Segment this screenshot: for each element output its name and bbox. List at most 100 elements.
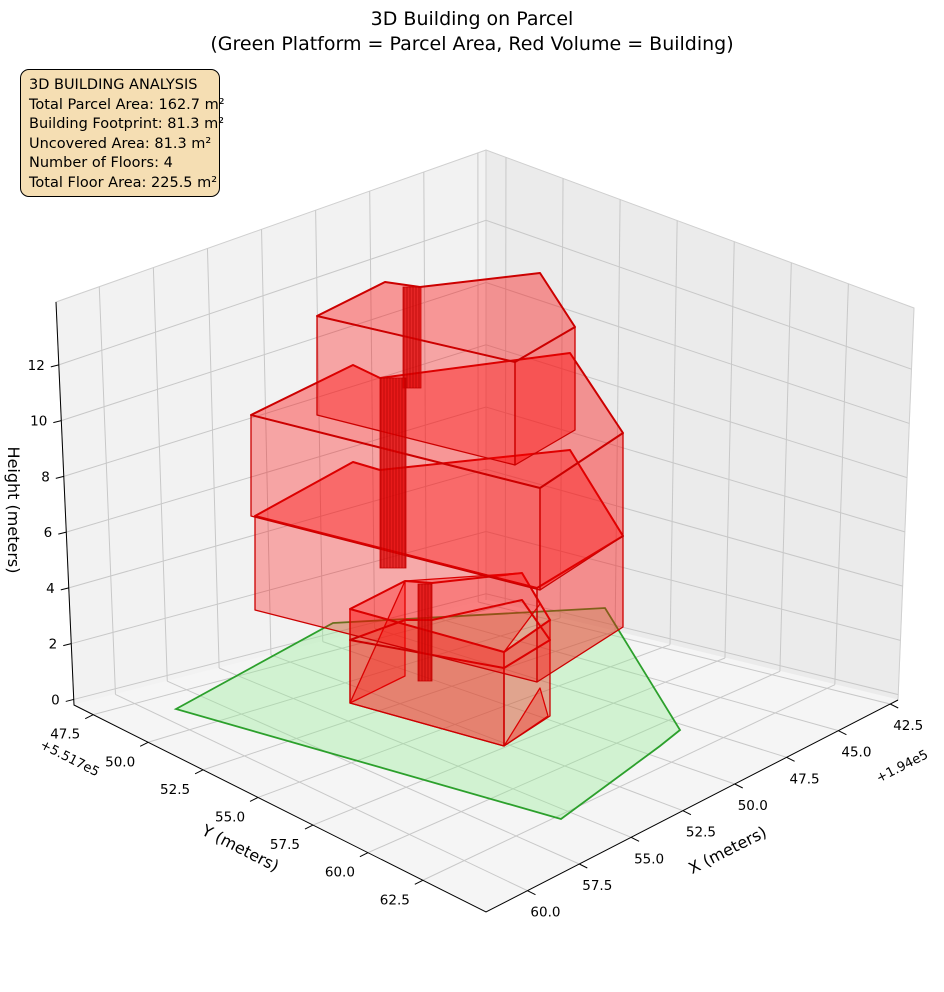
y-tick-mark [304, 824, 314, 830]
x-grid-vertical [206, 248, 220, 669]
x-grid-vertical [423, 171, 427, 616]
y-tick-label: 55.0 [215, 809, 245, 825]
x-grid-line [167, 680, 580, 865]
core-upper [402, 286, 422, 389]
y-tick-label: 62.5 [380, 892, 410, 908]
z-grid-line [61, 281, 910, 424]
z-tick-label: 4 [46, 581, 55, 597]
y-tick-mark [85, 714, 94, 720]
chart-title: 3D Building on Parcel [371, 8, 574, 30]
x-offset-label: +1.94e5 [874, 747, 931, 786]
z-grid-line [58, 219, 912, 370]
z-tick-label: 8 [41, 469, 50, 485]
z-tick-label: 10 [30, 414, 47, 430]
info-line-parcel-area: Total Parcel Area: 162.7 m² [29, 96, 225, 113]
y-grid-line [312, 657, 726, 826]
analysis-info-box: 3D BUILDING ANALYSIS Total Parcel Area: … [20, 69, 225, 197]
floor4-top-edge [316, 272, 576, 363]
y-grid-vertical [559, 178, 564, 619]
y-tick-mark [139, 741, 149, 747]
y-tick-label: 50.0 [105, 754, 135, 770]
floor1-bottom-edge [349, 599, 551, 669]
z-tick-mark [60, 587, 69, 591]
info-line-footprint: Building Footprint: 81.3 m² [29, 116, 225, 133]
x-grid-line [322, 641, 735, 785]
x-tick-mark [890, 703, 899, 709]
x-tick-mark [682, 810, 692, 816]
x-grid-line [374, 627, 787, 758]
y-grid-vertical [724, 241, 735, 659]
x-grid-line [478, 601, 891, 705]
y-offset-label: +5.517e5 [37, 738, 101, 781]
y-grid-line [367, 670, 781, 854]
info-heading: 3D BUILDING ANALYSIS [29, 77, 198, 93]
x-tick-label: 45.0 [841, 745, 871, 761]
y-grid-vertical [779, 262, 792, 672]
y-tick-mark [249, 797, 259, 802]
floor3-top-edge [250, 352, 624, 489]
y-tick-mark [359, 852, 369, 858]
axis-ticks: 0 2 4 6 8 10 12 42.5 45.0 47.5 50.0 52.5 55.0 57.5 60.… [28, 358, 924, 921]
y-grid-vertical [504, 157, 507, 605]
y-tick-label: 52.5 [160, 782, 190, 798]
z-axis-label: Height (meters) [4, 447, 23, 574]
x-grid-line [270, 654, 684, 812]
x-tick-label: 47.5 [790, 771, 820, 787]
x-grid-line [218, 667, 632, 838]
z-grid-line [73, 593, 899, 700]
z-tick-label: 12 [28, 358, 45, 374]
info-line-uncovered: Uncovered Area: 81.3 m² [29, 135, 212, 152]
z-tick-label: 2 [49, 637, 58, 653]
x-tick-label: 50.0 [738, 798, 768, 814]
z-tick-label: 6 [44, 525, 53, 541]
x-tick-label: 60.0 [530, 905, 560, 921]
x-tick-label: 55.0 [634, 851, 664, 867]
x-tick-label: 42.5 [893, 718, 923, 734]
building-volume [250, 272, 624, 747]
y-tick-mark [414, 879, 424, 885]
x-tick-label: 57.5 [582, 878, 612, 894]
x-grid-vertical [315, 210, 324, 642]
z-grid-line [63, 344, 908, 479]
y-grid-vertical [614, 199, 621, 632]
y-tick-label: 47.5 [50, 727, 80, 743]
x-grid-line [426, 614, 839, 732]
z-tick-mark [50, 364, 59, 368]
x-grid-line [115, 693, 528, 892]
x-tick-mark [527, 890, 536, 896]
x-tick-mark [734, 783, 743, 789]
z-tick-mark [63, 643, 72, 647]
y-grid-line [257, 644, 671, 798]
y-grid-line [202, 630, 616, 771]
parcel-platform [173, 607, 682, 820]
info-line-floors: Number of Floors: 4 [29, 155, 173, 172]
y-grid-vertical [669, 220, 678, 645]
axis-frame [55, 301, 899, 913]
y-tick-label: 60.0 [325, 865, 355, 881]
z-tick-mark [65, 698, 74, 702]
x-tick-mark [838, 730, 847, 736]
x-tick-mark [579, 863, 588, 869]
x-grid-vertical [98, 286, 116, 695]
x-grid-vertical [152, 267, 168, 682]
y-tick-label: 57.5 [270, 837, 300, 853]
z-grid-line [68, 468, 903, 589]
info-line-floor-area: Total Floor Area: 225.5 m² [29, 174, 218, 191]
z-grid-line [71, 531, 901, 645]
z-tick-mark [53, 420, 62, 424]
axes-lines [55, 301, 899, 913]
x-tick-mark [786, 756, 795, 762]
y-grid-line [422, 684, 836, 881]
floor1-top-edge [349, 572, 551, 653]
x-tick-mark [630, 836, 640, 842]
z-tick-mark [58, 531, 67, 535]
z-grid-line [66, 406, 906, 533]
x-grid-vertical [261, 229, 272, 655]
y-tick-mark [194, 769, 204, 775]
chart-subtitle: (Green Platform = Parcel Area, Red Volum… [210, 33, 733, 55]
x-tick-label: 52.5 [686, 825, 716, 841]
y-grid-vertical [834, 283, 849, 685]
x-grid-vertical [369, 191, 376, 629]
floor2-top-edge [254, 449, 624, 589]
